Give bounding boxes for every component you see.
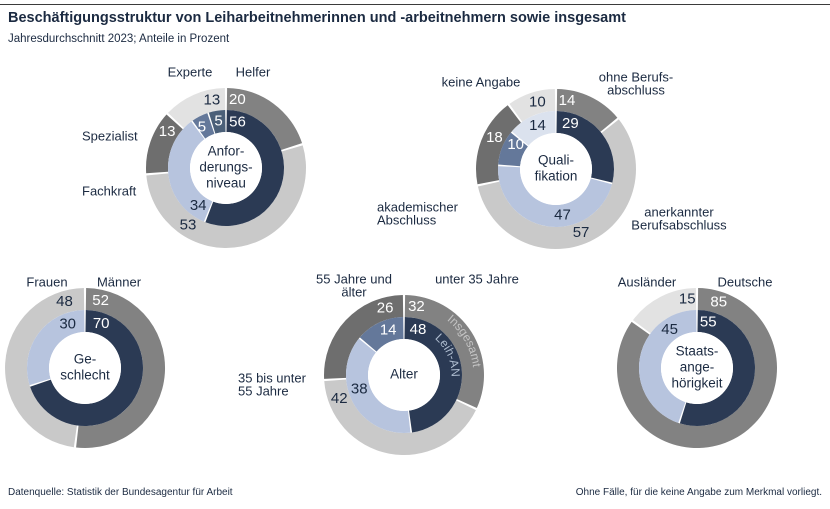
svg-text:schlecht: schlecht [60,368,110,383]
svg-text:85: 85 [710,293,727,310]
svg-text:derungs-: derungs- [199,160,252,175]
svg-text:55 Jahre: 55 Jahre [238,383,289,398]
svg-text:5: 5 [198,119,206,136]
svg-text:Alter: Alter [390,367,418,382]
svg-text:Abschluss: Abschluss [377,212,437,227]
svg-text:52: 52 [92,292,109,309]
svg-text:13: 13 [204,91,221,108]
svg-text:Ausländer: Ausländer [618,274,677,289]
svg-text:Experte: Experte [168,64,213,79]
svg-text:18: 18 [486,129,503,146]
svg-text:Männer: Männer [97,274,142,289]
svg-text:30: 30 [59,315,76,332]
svg-text:Deutsche: Deutsche [718,274,773,289]
svg-text:unter 35 Jahre: unter 35 Jahre [435,271,519,286]
svg-text:Quali-: Quali- [538,153,574,168]
svg-text:14: 14 [559,92,576,109]
svg-text:55: 55 [700,313,717,330]
svg-text:70: 70 [93,315,110,332]
svg-text:34: 34 [190,197,207,214]
svg-text:Staats-: Staats- [676,344,719,359]
svg-text:keine Angabe: keine Angabe [442,74,521,89]
svg-text:57: 57 [573,224,590,241]
svg-text:Spezialist: Spezialist [82,128,138,143]
svg-text:abschluss: abschluss [607,82,665,97]
svg-text:14: 14 [380,322,397,339]
svg-text:13: 13 [159,123,176,140]
svg-text:38: 38 [351,380,368,397]
svg-text:hörigkeit: hörigkeit [671,376,722,391]
svg-text:47: 47 [554,207,571,224]
svg-text:32: 32 [408,298,425,315]
svg-text:Anfor-: Anfor- [208,144,245,159]
svg-text:42: 42 [331,390,348,407]
svg-text:26: 26 [377,300,394,317]
svg-text:Frauen: Frauen [26,274,67,289]
svg-text:älter: älter [341,284,367,299]
svg-text:48: 48 [410,321,427,338]
svg-text:ange-: ange- [680,360,715,375]
svg-text:Fachkraft: Fachkraft [82,183,137,198]
svg-text:20: 20 [229,91,246,108]
svg-text:53: 53 [180,217,197,234]
svg-text:56: 56 [229,113,246,130]
svg-text:48: 48 [56,293,73,310]
svg-text:Helfer: Helfer [236,64,271,79]
svg-text:15: 15 [679,291,696,308]
svg-text:Berufsabschluss: Berufsabschluss [631,217,727,232]
svg-text:10: 10 [529,94,546,111]
svg-text:10: 10 [507,136,524,153]
svg-text:fikation: fikation [535,169,578,184]
svg-text:niveau: niveau [206,176,246,191]
svg-text:45: 45 [661,321,678,338]
svg-text:5: 5 [214,113,222,130]
svg-text:29: 29 [562,115,579,132]
svg-text:Ge-: Ge- [74,352,97,367]
svg-text:14: 14 [529,117,546,134]
